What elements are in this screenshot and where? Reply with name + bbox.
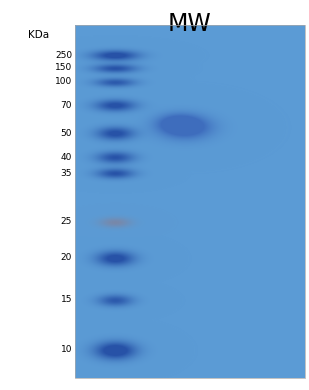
Text: 100: 100 bbox=[55, 78, 72, 87]
Text: 50: 50 bbox=[61, 128, 72, 138]
Text: MW: MW bbox=[168, 12, 212, 36]
Text: 20: 20 bbox=[61, 254, 72, 262]
Text: 40: 40 bbox=[61, 152, 72, 161]
Bar bbox=[75, 25, 305, 378]
Text: 10: 10 bbox=[61, 346, 72, 355]
Text: KDa: KDa bbox=[28, 30, 49, 40]
Text: 25: 25 bbox=[61, 218, 72, 227]
Text: 250: 250 bbox=[55, 50, 72, 60]
Text: 15: 15 bbox=[61, 296, 72, 305]
Text: 70: 70 bbox=[61, 101, 72, 110]
Text: 35: 35 bbox=[61, 168, 72, 177]
Text: 150: 150 bbox=[55, 64, 72, 73]
